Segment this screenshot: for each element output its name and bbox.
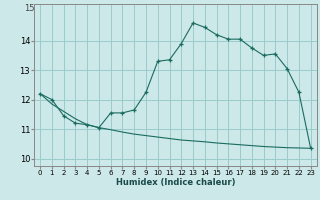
X-axis label: Humidex (Indice chaleur): Humidex (Indice chaleur) <box>116 178 235 187</box>
Text: 15: 15 <box>24 4 34 13</box>
